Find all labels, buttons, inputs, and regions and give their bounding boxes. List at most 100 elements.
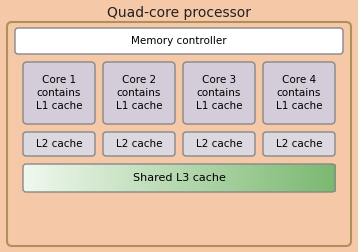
Bar <box>73 164 75 192</box>
Bar <box>72 164 74 192</box>
Bar <box>25 164 27 192</box>
Bar <box>93 164 95 192</box>
Bar <box>61 164 62 192</box>
Bar <box>280 164 282 192</box>
Bar <box>171 164 173 192</box>
Bar <box>211 164 213 192</box>
Bar <box>199 164 200 192</box>
Bar <box>76 164 78 192</box>
Bar <box>124 164 126 192</box>
Bar <box>144 164 145 192</box>
Bar <box>177 164 179 192</box>
Bar <box>218 164 221 192</box>
Bar <box>264 164 266 192</box>
Bar <box>208 164 210 192</box>
Bar <box>152 164 154 192</box>
Bar <box>95 164 97 192</box>
Bar <box>267 164 269 192</box>
FancyBboxPatch shape <box>103 62 175 124</box>
Bar <box>259 164 261 192</box>
Bar <box>69 164 71 192</box>
Bar <box>88 164 90 192</box>
Bar <box>300 164 301 192</box>
Bar <box>265 164 267 192</box>
Bar <box>279 164 281 192</box>
Bar <box>83 164 85 192</box>
Text: L2 cache: L2 cache <box>196 139 242 149</box>
Bar <box>212 164 214 192</box>
Bar <box>294 164 295 192</box>
Bar <box>103 164 105 192</box>
Bar <box>121 164 122 192</box>
Text: L2 cache: L2 cache <box>276 139 322 149</box>
Bar <box>35 164 37 192</box>
Bar <box>302 164 304 192</box>
Bar <box>42 164 44 192</box>
Bar <box>289 164 291 192</box>
Bar <box>195 164 198 192</box>
Bar <box>188 164 190 192</box>
Bar <box>239 164 241 192</box>
Bar <box>44 164 45 192</box>
Bar <box>130 164 132 192</box>
Bar <box>311 164 313 192</box>
Bar <box>327 164 329 192</box>
Bar <box>33 164 35 192</box>
Bar <box>323 164 324 192</box>
Bar <box>66 164 67 192</box>
Bar <box>153 164 155 192</box>
Bar <box>173 164 175 192</box>
Bar <box>169 164 170 192</box>
Bar <box>272 164 274 192</box>
Bar <box>119 164 121 192</box>
Bar <box>223 164 224 192</box>
Bar <box>180 164 182 192</box>
Bar <box>254 164 256 192</box>
Bar <box>28 164 30 192</box>
Bar <box>40 164 42 192</box>
Bar <box>238 164 240 192</box>
Bar <box>133 164 135 192</box>
Bar <box>243 164 245 192</box>
Bar <box>328 164 330 192</box>
Bar <box>172 164 174 192</box>
Bar <box>329 164 330 192</box>
Bar <box>41 164 43 192</box>
Bar <box>325 164 326 192</box>
Bar <box>209 164 211 192</box>
Bar <box>324 164 325 192</box>
Bar <box>90 164 91 192</box>
Bar <box>168 164 169 192</box>
Bar <box>246 164 247 192</box>
Bar <box>261 164 263 192</box>
Bar <box>140 164 141 192</box>
Bar <box>213 164 215 192</box>
Bar <box>53 164 55 192</box>
Bar <box>150 164 152 192</box>
Bar <box>186 164 188 192</box>
Bar <box>86 164 87 192</box>
Bar <box>37 164 38 192</box>
Bar <box>285 164 287 192</box>
Bar <box>108 164 110 192</box>
Bar <box>252 164 253 192</box>
Bar <box>226 164 228 192</box>
Bar <box>229 164 231 192</box>
FancyBboxPatch shape <box>183 132 255 156</box>
FancyBboxPatch shape <box>23 132 95 156</box>
Bar <box>56 164 58 192</box>
Bar <box>307 164 309 192</box>
Bar <box>277 164 279 192</box>
Bar <box>230 164 232 192</box>
Bar <box>112 164 114 192</box>
FancyBboxPatch shape <box>15 28 343 54</box>
Bar <box>262 164 264 192</box>
Bar <box>148 164 150 192</box>
Bar <box>101 164 103 192</box>
Bar <box>74 164 76 192</box>
Bar <box>241 164 243 192</box>
Bar <box>235 164 237 192</box>
Text: Core 2
contains
L1 cache: Core 2 contains L1 cache <box>116 75 162 111</box>
Bar <box>62 164 63 192</box>
Bar <box>38 164 39 192</box>
